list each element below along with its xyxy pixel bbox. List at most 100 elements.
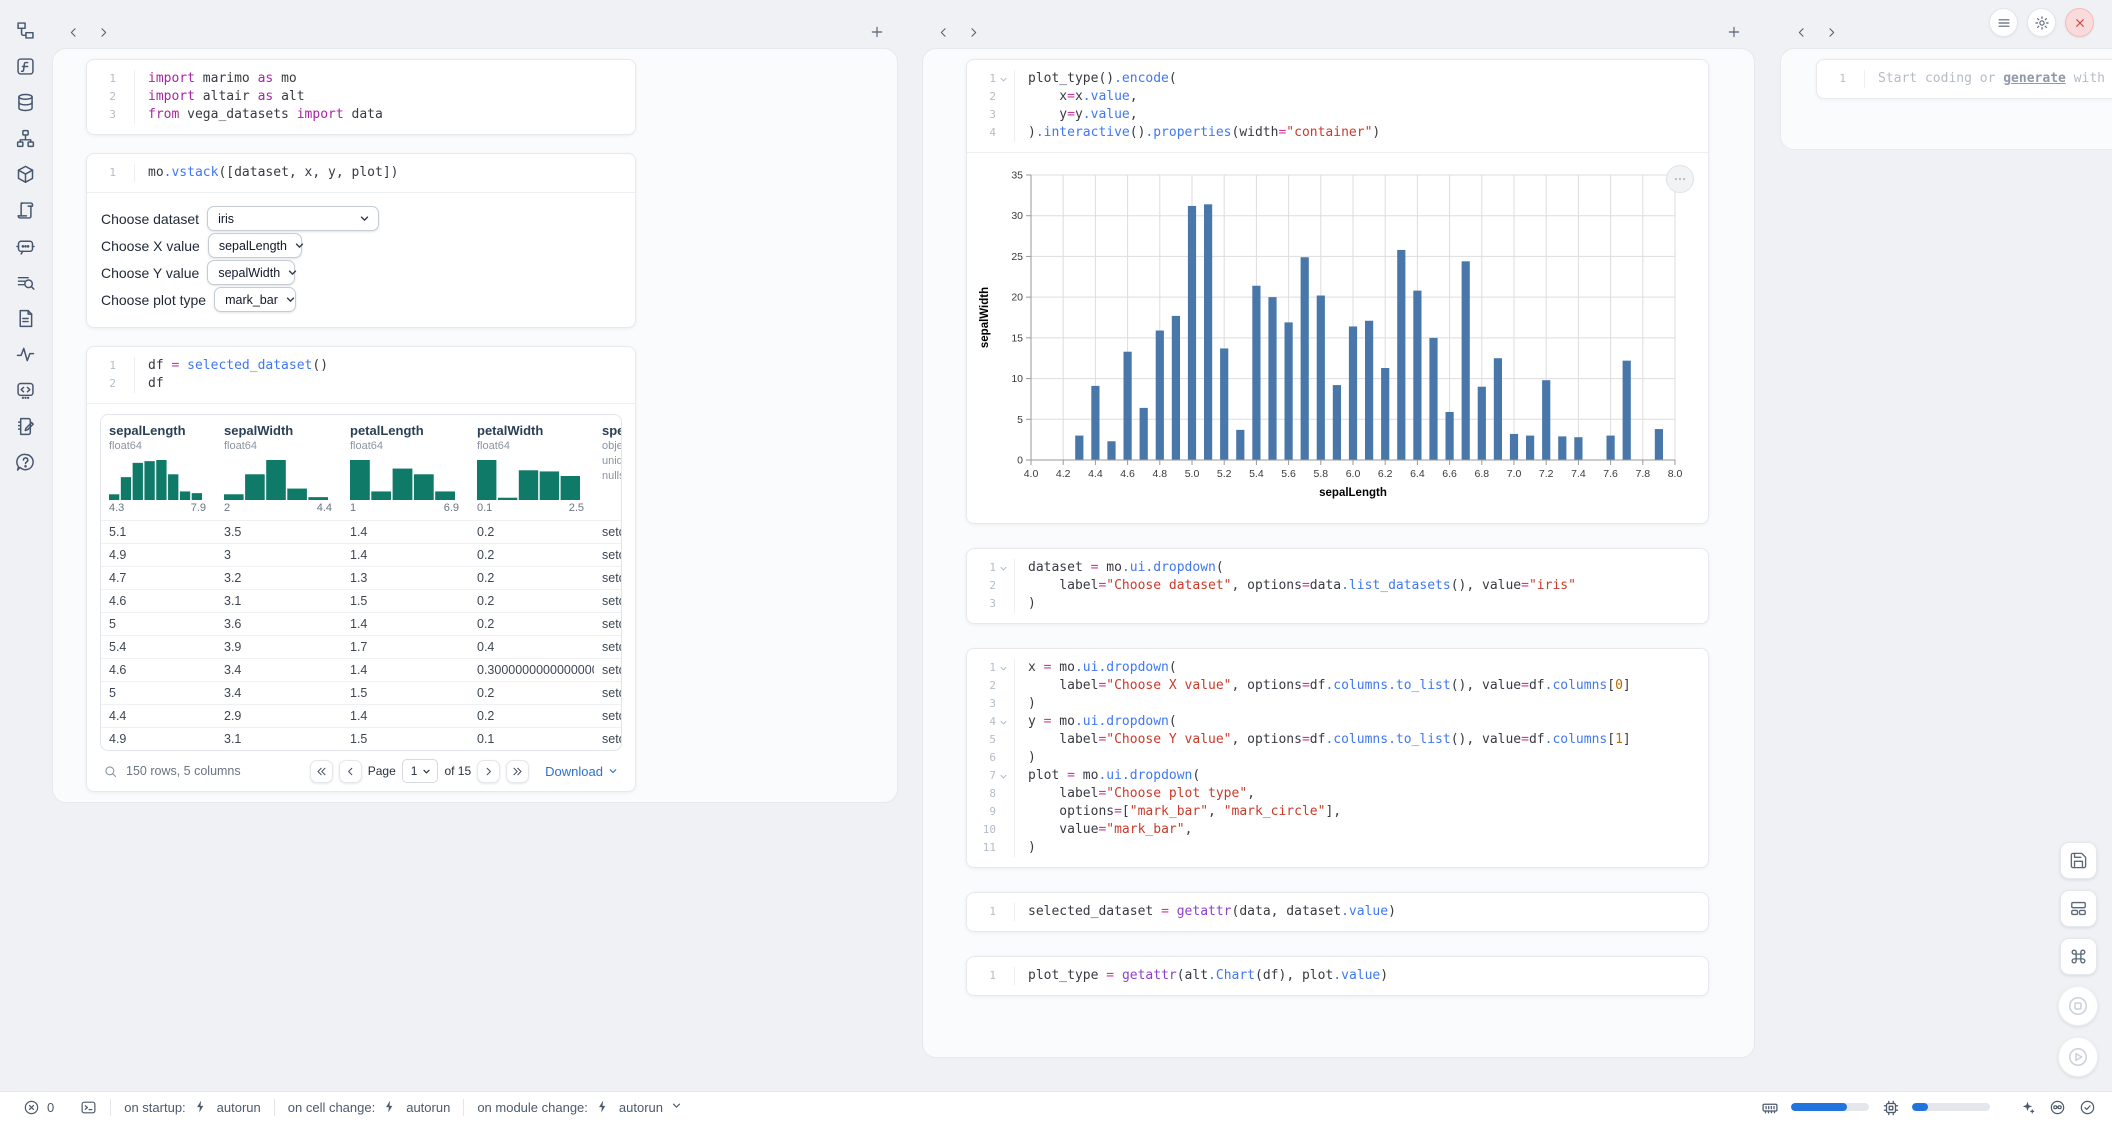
code-text: plot_type().encode( bbox=[1015, 70, 1177, 88]
add-cell-button[interactable] bbox=[866, 21, 888, 43]
code-token: (df), plot bbox=[1255, 968, 1333, 983]
table-row[interactable]: 4.73.21.30.2setosa bbox=[101, 566, 622, 589]
layout-button[interactable] bbox=[2060, 890, 2097, 927]
code-line: 2 label="Choose X value", options=df.col… bbox=[967, 677, 1708, 695]
column-prev-button[interactable] bbox=[1790, 21, 1812, 43]
copilot-icon[interactable] bbox=[2049, 1099, 2066, 1116]
fold-chevron-icon[interactable] bbox=[998, 717, 1009, 728]
table-header-cell[interactable]: sepalLengthfloat644.37.9 bbox=[101, 423, 216, 514]
table-row[interactable]: 4.63.41.40.30000000000000004setosa bbox=[101, 658, 622, 681]
rail-item-datasources[interactable] bbox=[15, 92, 36, 113]
dropdown-select-plot-type[interactable]: mark_bar bbox=[214, 287, 296, 312]
error-indicator[interactable]: 0 bbox=[10, 1099, 67, 1116]
shortcuts-button[interactable] bbox=[2060, 938, 2097, 975]
cpu-usage-bar[interactable] bbox=[1912, 1103, 1990, 1111]
rail-item-help[interactable] bbox=[15, 452, 36, 473]
rail-item-tracing[interactable] bbox=[15, 344, 36, 365]
search-icon[interactable] bbox=[103, 764, 118, 779]
page-select[interactable]: 1 bbox=[402, 759, 439, 783]
table-header-cell[interactable]: petalLengthfloat6416.9 bbox=[342, 423, 469, 514]
save-button[interactable] bbox=[2060, 842, 2097, 879]
code-editor[interactable]: 1import marimo as mo2import altair as al… bbox=[87, 60, 635, 134]
table-row[interactable]: 4.63.11.50.2setosa bbox=[101, 589, 622, 612]
fold-chevron-icon[interactable] bbox=[998, 563, 1009, 574]
sparkles-icon[interactable] bbox=[2019, 1099, 2036, 1116]
table-header-cell[interactable]: sepalWidthfloat6424.4 bbox=[216, 423, 342, 514]
table-row[interactable]: 53.41.50.2setosa bbox=[101, 681, 622, 704]
menu-button[interactable] bbox=[1989, 8, 2018, 37]
chart-actions-button[interactable] bbox=[1666, 165, 1694, 193]
fold-chevron-icon[interactable] bbox=[998, 663, 1009, 674]
fold-chevron-icon[interactable] bbox=[998, 771, 1009, 782]
rail-item-scratchpad[interactable] bbox=[15, 416, 36, 437]
code-editor[interactable]: 1Start coding or generate with AI bbox=[1817, 60, 2112, 98]
code-token: mo bbox=[273, 71, 296, 86]
table-row[interactable]: 4.93.11.50.1setosa bbox=[101, 727, 622, 750]
datasources-icon bbox=[15, 92, 36, 113]
svg-text:7.6: 7.6 bbox=[1603, 468, 1618, 480]
rail-item-functions[interactable] bbox=[15, 56, 36, 77]
first-page-button[interactable] bbox=[310, 760, 333, 783]
code-token: import bbox=[148, 89, 195, 104]
dropdown-select-x-value[interactable]: sepalLength bbox=[208, 233, 302, 258]
memory-usage-bar[interactable] bbox=[1791, 1103, 1869, 1111]
code-editor[interactable]: 1df = selected_dataset()2df bbox=[87, 347, 635, 403]
table-row[interactable]: 53.61.40.2setosa bbox=[101, 612, 622, 635]
shutdown-button[interactable] bbox=[2065, 8, 2094, 37]
tracing-icon bbox=[15, 344, 36, 365]
rail-item-logs[interactable] bbox=[15, 272, 36, 293]
rail-item-snippets[interactable] bbox=[15, 380, 36, 401]
table-row[interactable]: 4.931.40.2setosa bbox=[101, 543, 622, 566]
code-editor[interactable]: 1plot_type().encode(2 x=x.value,3 y=y.va… bbox=[967, 60, 1708, 152]
rail-item-file-tree[interactable] bbox=[15, 20, 36, 41]
rail-item-chat[interactable] bbox=[15, 236, 36, 257]
generate-with-ai-link[interactable]: generate bbox=[2003, 71, 2066, 86]
marimo-app: 1import marimo as mo2import altair as al… bbox=[0, 0, 2112, 1122]
chevron-down-icon bbox=[358, 212, 371, 225]
table-cell: 1.5 bbox=[342, 686, 469, 700]
code-editor[interactable]: 1plot_type = getattr(alt.Chart(df), plot… bbox=[967, 957, 1708, 995]
code-editor[interactable]: 1dataset = mo.ui.dropdown(2 label="Choos… bbox=[967, 549, 1708, 623]
code-editor[interactable]: 1selected_dataset = getattr(data, datase… bbox=[967, 893, 1708, 931]
table-row[interactable]: 4.42.91.40.2setosa bbox=[101, 704, 622, 727]
rail-item-scripts[interactable] bbox=[15, 200, 36, 221]
dropdown-select-y-value[interactable]: sepalWidth bbox=[207, 260, 295, 285]
add-cell-button[interactable] bbox=[1723, 21, 1745, 43]
rail-item-packages[interactable] bbox=[15, 164, 36, 185]
altair-bar-chart[interactable]: 4.04.24.44.64.85.05.25.45.65.86.06.26.46… bbox=[975, 165, 1691, 517]
settings-button[interactable] bbox=[2027, 8, 2056, 37]
copilot-icon bbox=[2049, 1099, 2066, 1116]
column-next-button[interactable] bbox=[1820, 21, 1842, 43]
table-row[interactable]: 5.13.51.40.2setosa bbox=[101, 520, 622, 543]
terminal-button[interactable] bbox=[67, 1099, 110, 1116]
code-editor[interactable]: 1x = mo.ui.dropdown(2 label="Choose X va… bbox=[967, 649, 1708, 867]
column-next-button[interactable] bbox=[962, 21, 984, 43]
dropdown-select-dataset[interactable]: iris bbox=[207, 206, 379, 231]
rail-item-dependency-graph[interactable] bbox=[15, 128, 36, 149]
column-prev-button[interactable] bbox=[62, 21, 84, 43]
connection-status-icon[interactable] bbox=[2079, 1099, 2096, 1116]
stop-button[interactable] bbox=[2058, 986, 2098, 1026]
runtime-config-0[interactable]: on startup:autorun bbox=[111, 1099, 274, 1116]
fold-chevron-icon[interactable] bbox=[998, 74, 1009, 85]
runtime-config-1[interactable]: on cell change:autorun bbox=[275, 1099, 464, 1116]
fold-spacer bbox=[998, 825, 1009, 836]
last-page-button[interactable] bbox=[506, 760, 529, 783]
table-header-cell[interactable]: speciesobjectuniquenulls: bbox=[594, 423, 622, 514]
run-button[interactable] bbox=[2058, 1037, 2098, 1077]
code-editor[interactable]: 1mo.vstack([dataset, x, y, plot]) bbox=[87, 154, 635, 192]
column-next-button[interactable] bbox=[92, 21, 114, 43]
prev-page-button[interactable] bbox=[339, 760, 362, 783]
column-prev-button[interactable] bbox=[932, 21, 954, 43]
code-token: ( bbox=[1169, 660, 1177, 675]
code-token: getattr bbox=[1177, 904, 1232, 919]
bolt-icon bbox=[595, 1099, 610, 1114]
next-page-button[interactable] bbox=[477, 760, 500, 783]
rail-item-documentation[interactable] bbox=[15, 308, 36, 329]
table-header-cell[interactable]: petalWidthfloat640.12.5 bbox=[469, 423, 594, 514]
download-button[interactable]: Download bbox=[545, 764, 619, 779]
placeholder-prefix: Start coding or bbox=[1878, 71, 2003, 86]
table-row[interactable]: 5.43.91.70.4setosa bbox=[101, 635, 622, 658]
runtime-config-2[interactable]: on module change:autorun bbox=[464, 1099, 700, 1116]
dependency-graph-icon bbox=[15, 128, 36, 149]
